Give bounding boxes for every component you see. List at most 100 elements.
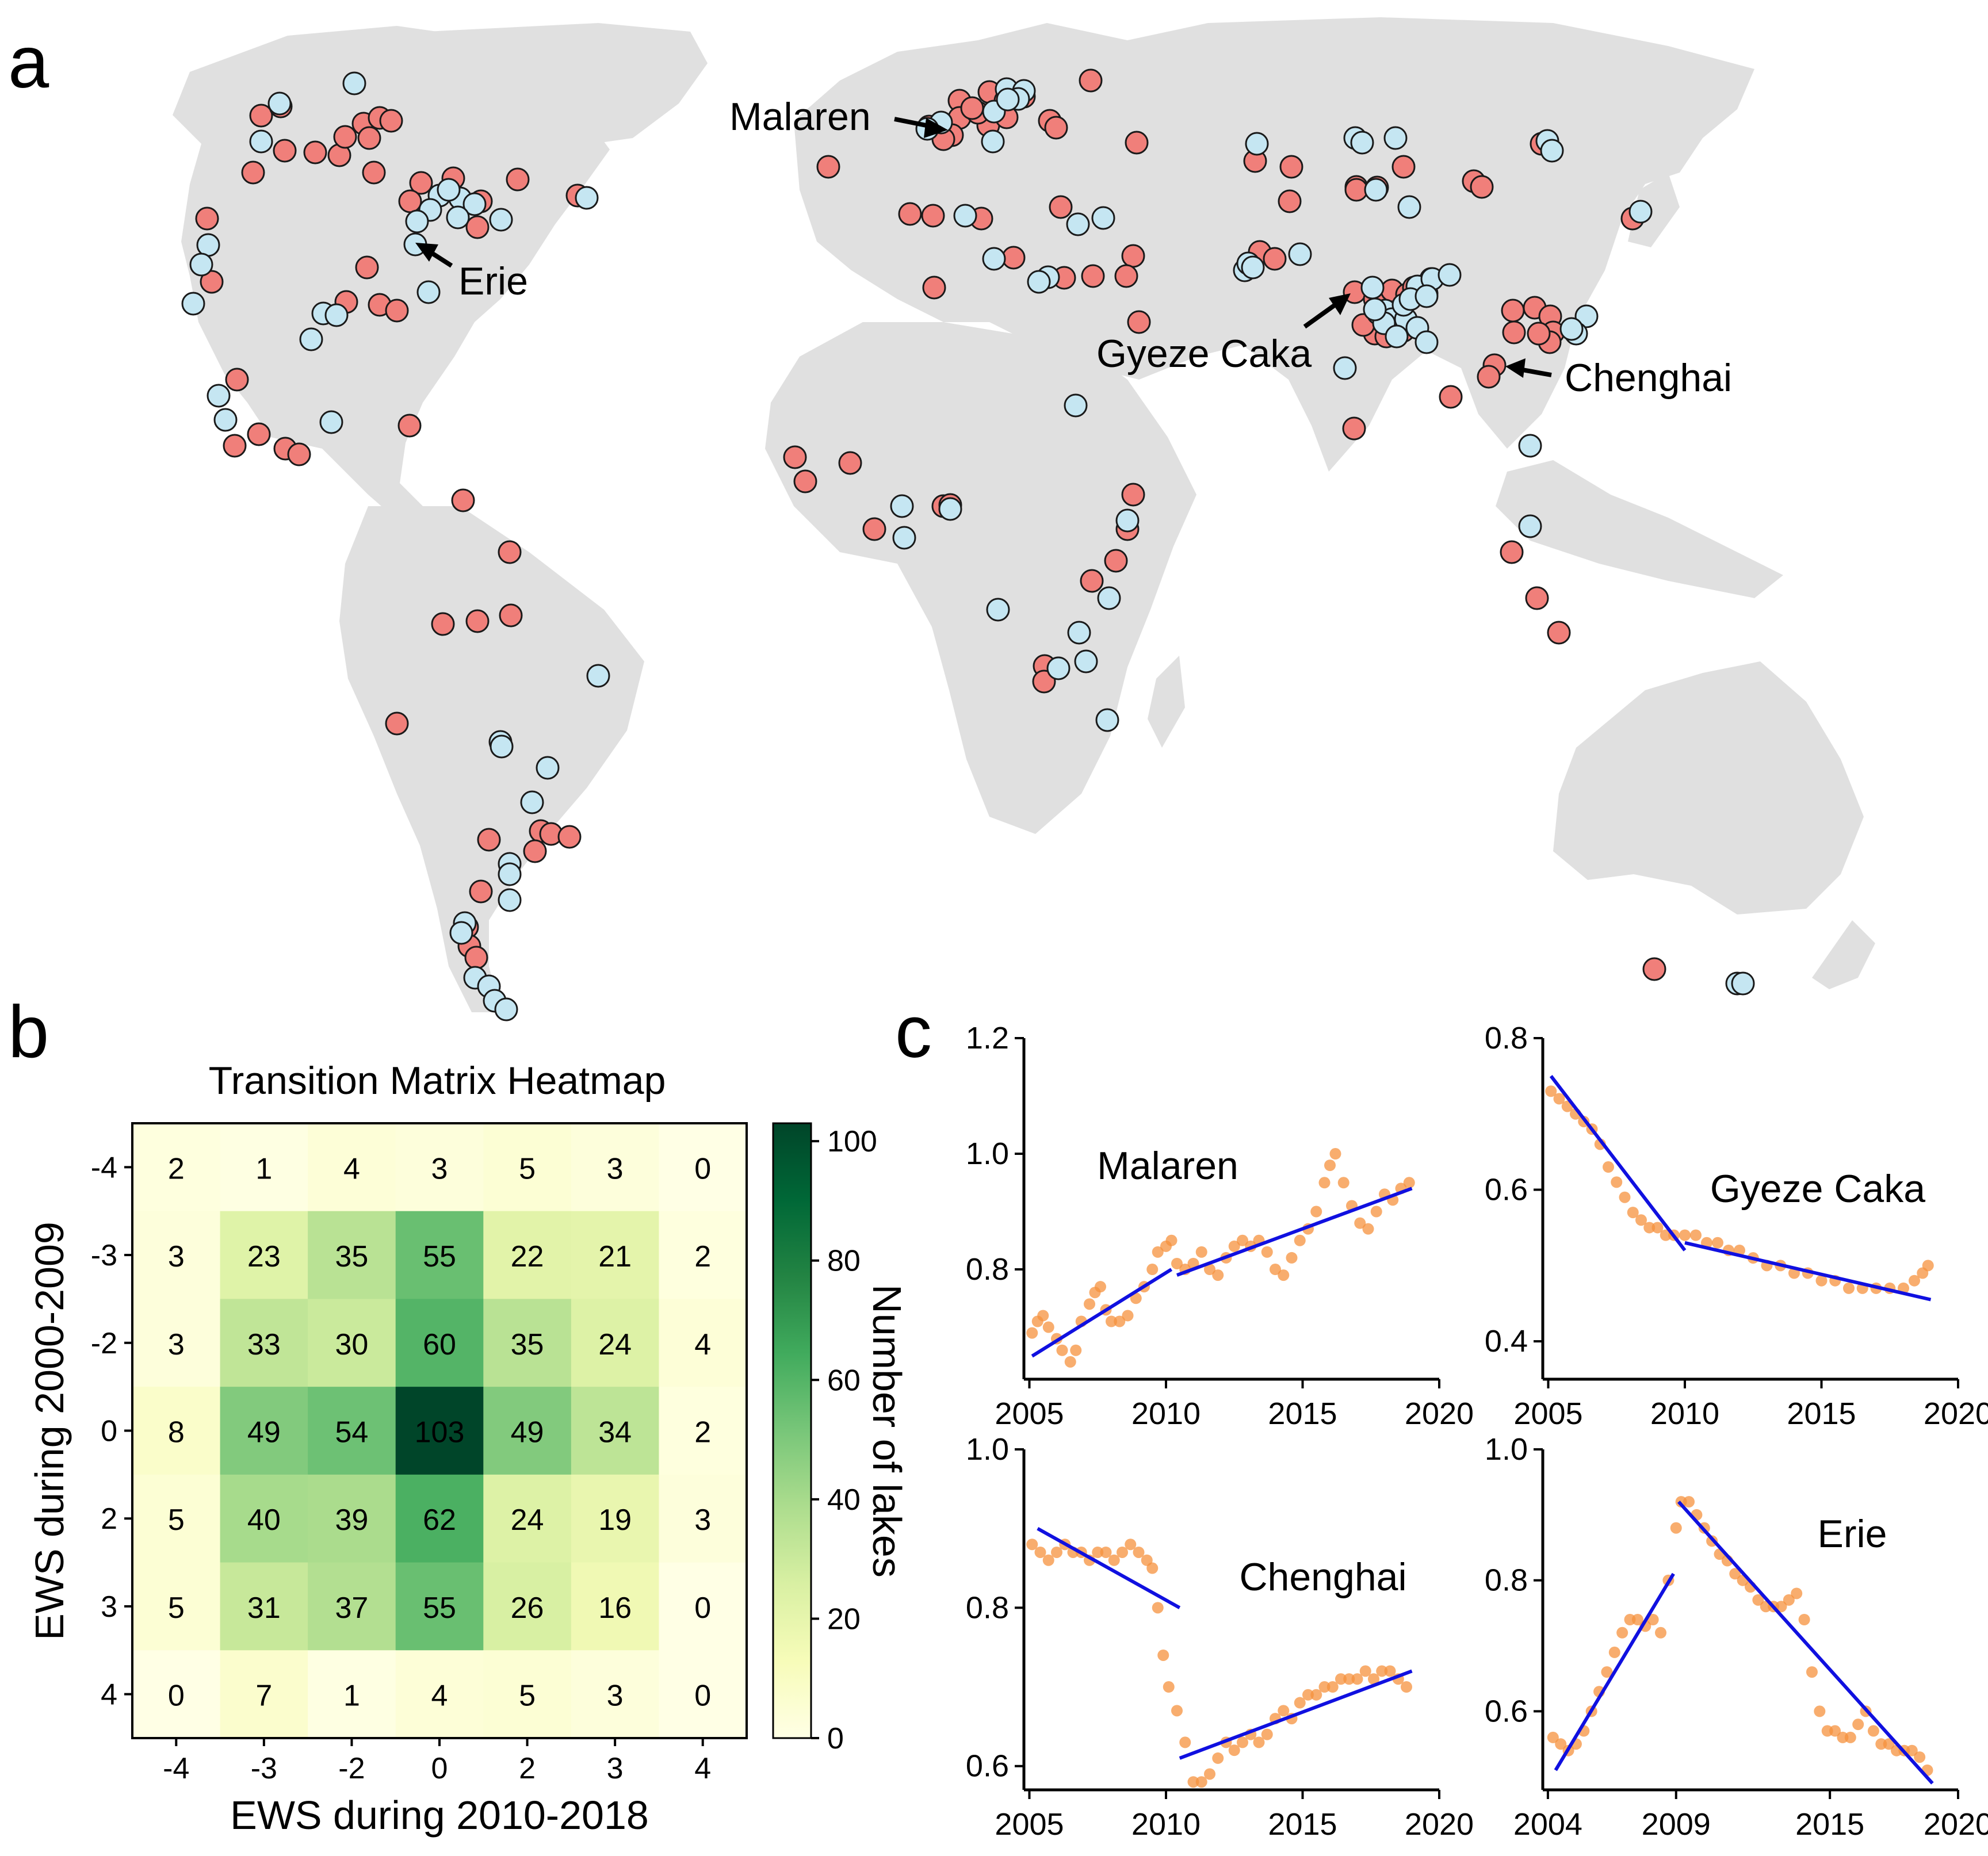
heatmap-cell-value: 39 xyxy=(335,1503,369,1537)
data-point xyxy=(1814,1705,1826,1717)
data-point xyxy=(1815,1275,1828,1287)
data-point xyxy=(1261,1246,1273,1258)
lake-marker-no-warning xyxy=(1027,270,1051,294)
heatmap-cell-value: 2 xyxy=(168,1152,185,1185)
heatmap-cell xyxy=(483,1123,572,1212)
lake-marker-warning xyxy=(398,189,422,213)
lake-marker-no-warning xyxy=(1360,275,1385,300)
heatmap-cell-value: 3 xyxy=(168,1240,185,1273)
heatmap-y-tick-label: 0 xyxy=(101,1415,117,1448)
heatmap-cell xyxy=(395,1387,484,1475)
y-tick-label: 0.6 xyxy=(966,1749,1009,1784)
colorbar xyxy=(772,1122,812,1739)
lake-marker-warning xyxy=(362,160,386,185)
data-point xyxy=(1752,1594,1764,1606)
y-tick-label: 0.4 xyxy=(1485,1324,1528,1358)
heatmap-cell xyxy=(571,1123,659,1212)
lake-marker-no-warning xyxy=(1074,649,1098,673)
heatmap-ylabel: EWS during 2000-2009 xyxy=(27,1222,72,1640)
heatmap-cell-value: 35 xyxy=(511,1328,544,1361)
data-point xyxy=(1171,1257,1183,1269)
lake-marker-no-warning xyxy=(982,247,1006,271)
lake-marker-warning xyxy=(469,879,493,904)
lake-marker-no-warning xyxy=(520,790,544,814)
lake-marker-warning xyxy=(223,434,247,458)
lake-marker-warning xyxy=(464,946,488,970)
lake-marker-no-warning xyxy=(498,862,522,886)
heatmap-cell xyxy=(395,1123,484,1212)
data-point xyxy=(1084,1298,1095,1310)
colorbar-tick-label: 0 xyxy=(827,1722,844,1755)
lake-marker-no-warning xyxy=(1115,508,1140,533)
x-tick-label: 2010 xyxy=(1131,1396,1201,1431)
x-tick-label: 2015 xyxy=(1795,1807,1864,1842)
arrow-head-malaren xyxy=(924,118,948,138)
lake-marker-warning xyxy=(499,603,523,627)
lake-marker-warning xyxy=(1001,246,1026,270)
arrow-head-erie xyxy=(415,243,438,262)
x-tick-label: 2005 xyxy=(995,1807,1064,1842)
data-point xyxy=(1867,1725,1879,1737)
heatmap-cell-value: 19 xyxy=(598,1503,632,1537)
heatmap-x-tick-label: -2 xyxy=(338,1752,365,1785)
fit-line xyxy=(1684,1241,1932,1302)
data-point xyxy=(1635,1214,1647,1226)
lake-marker-warning xyxy=(506,167,530,192)
data-point xyxy=(1228,1744,1240,1756)
lake-marker-warning xyxy=(1501,299,1525,323)
heatmap-cell xyxy=(308,1650,396,1739)
series-title: Erie xyxy=(1818,1512,1887,1556)
heatmap-cell xyxy=(659,1299,747,1387)
data-point xyxy=(1212,1752,1224,1764)
x-tick-label: 2020 xyxy=(1405,1396,1474,1431)
heatmap-cell xyxy=(395,1211,484,1299)
time-series-4: 2004 2009 2015 2020 0.6 0.8 1.0 Erie xyxy=(1485,1432,1988,1842)
heatmap-cell-value: 103 xyxy=(415,1416,465,1449)
y-tick-label: 0.6 xyxy=(1485,1173,1528,1207)
heatmap-cell-value: 40 xyxy=(247,1503,281,1537)
lake-marker-no-warning xyxy=(249,129,273,154)
data-point xyxy=(1204,1264,1215,1276)
heatmap-cell-value: 0 xyxy=(694,1152,711,1185)
heatmap-cell xyxy=(308,1211,396,1299)
x-tick-label: 2020 xyxy=(1924,1807,1988,1842)
colorbar-ticks: 0 20 40 60 80 100 xyxy=(811,1125,877,1755)
data-point xyxy=(1195,1246,1207,1258)
heatmap-cell xyxy=(220,1562,308,1651)
x-tick-label: 2020 xyxy=(1924,1396,1988,1431)
lake-marker-no-warning xyxy=(892,526,916,550)
lake-marker-no-warning xyxy=(1518,514,1542,538)
heatmap-cells: 2 1 4 3 5 3 03 23 35 55 22 21 23 33 30 60 35 24 48 49 54 103 4… xyxy=(132,1123,747,1739)
data-point xyxy=(1042,1554,1054,1566)
lake-marker-warning xyxy=(355,255,379,280)
heatmap-cell xyxy=(395,1474,484,1563)
data-point xyxy=(1354,1217,1366,1229)
heatmap-cell-value: 3 xyxy=(607,1152,624,1185)
data-point xyxy=(1056,1344,1068,1356)
lake-marker-warning xyxy=(385,299,409,323)
southeast-asia-islands xyxy=(1496,460,1783,598)
heatmap-cell-value: 3 xyxy=(168,1328,185,1361)
data-point xyxy=(1294,1234,1306,1246)
lake-marker-warning xyxy=(1104,549,1128,573)
lake-marker-warning xyxy=(1525,586,1549,610)
annotation-gyeze-caka: Gyeze Caka xyxy=(1096,332,1312,376)
lake-marker-warning xyxy=(557,825,582,849)
lake-marker-no-warning xyxy=(1383,126,1408,150)
lake-marker-warning xyxy=(465,609,490,633)
heatmap-cell xyxy=(571,1211,659,1299)
data-point xyxy=(1165,1234,1177,1246)
data-point xyxy=(1337,1177,1349,1189)
lake-annotations: Malaren Erie Gyeze Caka Chenghai xyxy=(415,95,1732,400)
data-point xyxy=(1106,1315,1117,1327)
lake-marker-warning xyxy=(357,126,381,150)
lake-marker-warning xyxy=(1500,540,1524,564)
lake-marker-no-warning xyxy=(1095,708,1119,732)
data-point xyxy=(1157,1649,1169,1661)
data-point xyxy=(1095,1281,1106,1293)
panel-label-b: b xyxy=(8,991,49,1073)
heatmap-cell xyxy=(483,1650,572,1739)
lake-marker-warning xyxy=(451,488,475,512)
data-point xyxy=(1294,1697,1306,1709)
heatmap-cell xyxy=(132,1562,221,1651)
